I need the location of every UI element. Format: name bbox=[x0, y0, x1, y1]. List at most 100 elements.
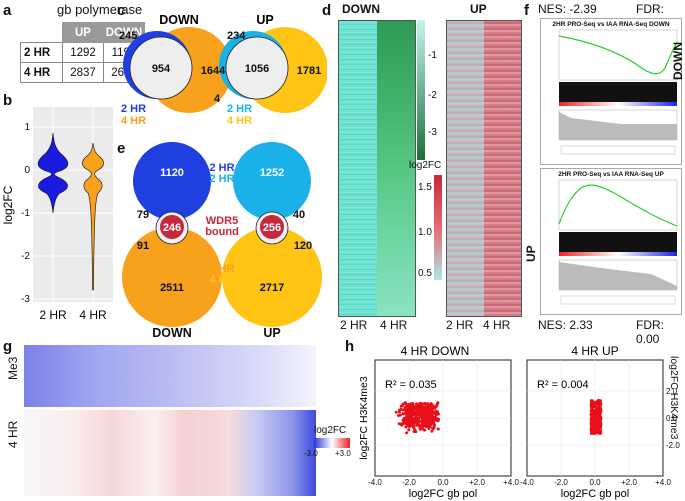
scatter-point bbox=[599, 407, 603, 411]
scatter-point bbox=[430, 407, 434, 411]
scatter-point bbox=[592, 431, 596, 435]
scale-label: log2FC bbox=[314, 425, 347, 436]
y-tick: 0.0 bbox=[666, 414, 678, 423]
scatter-point bbox=[400, 423, 403, 427]
x-tick: -2.0 bbox=[402, 478, 416, 487]
gsea-up-plot: 2HR PRO-Seq vs IAA RNA-Seq UP bbox=[540, 168, 682, 315]
heatmap-up-title: UP bbox=[470, 2, 487, 16]
bound-label: bound bbox=[205, 226, 239, 238]
venn-c: DOWN UP 245 954 1644 234 1056 1781 4 2 H… bbox=[119, 13, 327, 127]
scatter-point bbox=[405, 413, 409, 417]
y-tick: 1 bbox=[24, 122, 30, 133]
panel-label-d: d bbox=[322, 2, 332, 19]
scatter-point bbox=[404, 425, 408, 429]
scatter-point bbox=[397, 422, 401, 426]
scatter-point bbox=[599, 417, 603, 421]
scatter-point bbox=[432, 423, 436, 427]
y-tick: -1 bbox=[21, 208, 30, 219]
gsea-up-nes: NES: 2.33 bbox=[538, 318, 593, 332]
scatter-point bbox=[590, 418, 594, 422]
gsea-down-curve bbox=[558, 29, 678, 155]
scale-min: -3.0 bbox=[304, 449, 318, 458]
heatmap-up bbox=[446, 20, 522, 317]
row-label-4hr: 4 HR bbox=[6, 420, 20, 448]
scatter-point bbox=[429, 423, 433, 427]
x-tick: -4.0 bbox=[520, 478, 534, 487]
table-title: gb polymerase bbox=[57, 2, 143, 17]
scatter-point bbox=[421, 414, 425, 418]
scatter-point bbox=[414, 410, 418, 414]
heatmap-down bbox=[338, 20, 416, 317]
venn-e-down-4hr bbox=[122, 227, 222, 327]
scatter-point bbox=[436, 402, 440, 406]
heatmap-g-me3 bbox=[24, 345, 316, 407]
scatter-point bbox=[426, 402, 429, 406]
scatter-point bbox=[415, 402, 418, 406]
scatter-point bbox=[422, 417, 426, 421]
heatmap-up-4hr-col bbox=[484, 21, 521, 316]
legend-4hr: 4 HR bbox=[121, 115, 146, 127]
venn-count: 79 bbox=[137, 209, 149, 221]
scatter-point bbox=[592, 415, 595, 419]
gsea-title: 2HR PRO-Seq vs IAA RNA-Seq UP bbox=[558, 171, 664, 178]
panel-label-b: b bbox=[3, 92, 13, 109]
scatter-point bbox=[409, 410, 413, 414]
scatter-up-title: 4 HR UP bbox=[571, 344, 618, 358]
row-label-me3: Me3 bbox=[6, 356, 20, 380]
venn-count: 2717 bbox=[260, 282, 284, 294]
venn-count: 246 bbox=[163, 222, 181, 234]
scatter-point bbox=[413, 428, 417, 432]
legend-4hr: 4 HR bbox=[227, 115, 252, 127]
panel-label-a: a bbox=[3, 2, 12, 19]
scatter-point bbox=[423, 402, 427, 405]
r2-up: R² = 0.004 bbox=[537, 379, 589, 391]
scatter-point bbox=[420, 402, 424, 406]
scatter-point bbox=[434, 413, 438, 417]
heatmap-down-scale bbox=[417, 20, 425, 160]
gsea-up-fdr: FDR: 0.00 bbox=[636, 318, 664, 346]
scatter-point bbox=[597, 427, 601, 431]
heatmap-g-4hr bbox=[24, 410, 316, 496]
y-axis-label-right: log2FC H3K4me3 bbox=[668, 356, 680, 440]
scatter-point bbox=[423, 421, 427, 425]
label-2hr: 2 HR bbox=[209, 173, 234, 185]
scale-max: +3.0 bbox=[335, 449, 351, 458]
scatter-point bbox=[430, 413, 434, 417]
table-cell: 1292 bbox=[62, 42, 104, 63]
scatter-point bbox=[421, 406, 425, 410]
scatter-point bbox=[412, 408, 416, 412]
gsea-up-side: UP bbox=[524, 245, 538, 262]
scatter-point bbox=[403, 420, 407, 424]
scatter-point bbox=[590, 399, 594, 403]
venn-count: 4 bbox=[214, 93, 221, 105]
y-tick: -3 bbox=[21, 294, 30, 305]
y-axis-label: log2FC bbox=[1, 185, 15, 224]
x-label: 4 HR bbox=[380, 318, 408, 332]
x-tick: +4.0 bbox=[655, 478, 671, 487]
x-tick: +2.0 bbox=[469, 478, 485, 487]
x-tick: -4.0 bbox=[368, 478, 382, 487]
venn-count: 91 bbox=[137, 240, 149, 252]
venn-count: 1781 bbox=[297, 65, 321, 77]
scatter-point bbox=[427, 412, 431, 416]
scatter-up-points bbox=[589, 398, 603, 435]
scatter-point bbox=[417, 416, 420, 420]
venn-count: 256 bbox=[263, 222, 281, 234]
scale-tick: -2 bbox=[428, 90, 437, 101]
panel-label-c: c bbox=[117, 2, 126, 19]
panel-label-e: e bbox=[117, 140, 126, 157]
venn-e-up-label: UP bbox=[263, 326, 280, 338]
gsea-title: 2HR PRO-Seq vs IAA RNA-Seq DOWN bbox=[552, 21, 670, 28]
scale-label: log2FC bbox=[409, 160, 442, 171]
legend-2hr: 2 HR bbox=[121, 103, 146, 115]
scatter-point bbox=[593, 427, 597, 431]
scatter-point bbox=[421, 423, 425, 427]
label-4hr: 4 HR bbox=[209, 263, 234, 275]
venn-count: 40 bbox=[293, 209, 305, 221]
scatter-point bbox=[407, 404, 411, 408]
scale-tick: 1.0 bbox=[418, 227, 432, 238]
y-tick: 0 bbox=[24, 165, 30, 176]
r2-down: R² = 0.035 bbox=[385, 379, 437, 391]
scatter-point bbox=[597, 411, 601, 415]
row-header: 2 HR bbox=[20, 42, 63, 63]
